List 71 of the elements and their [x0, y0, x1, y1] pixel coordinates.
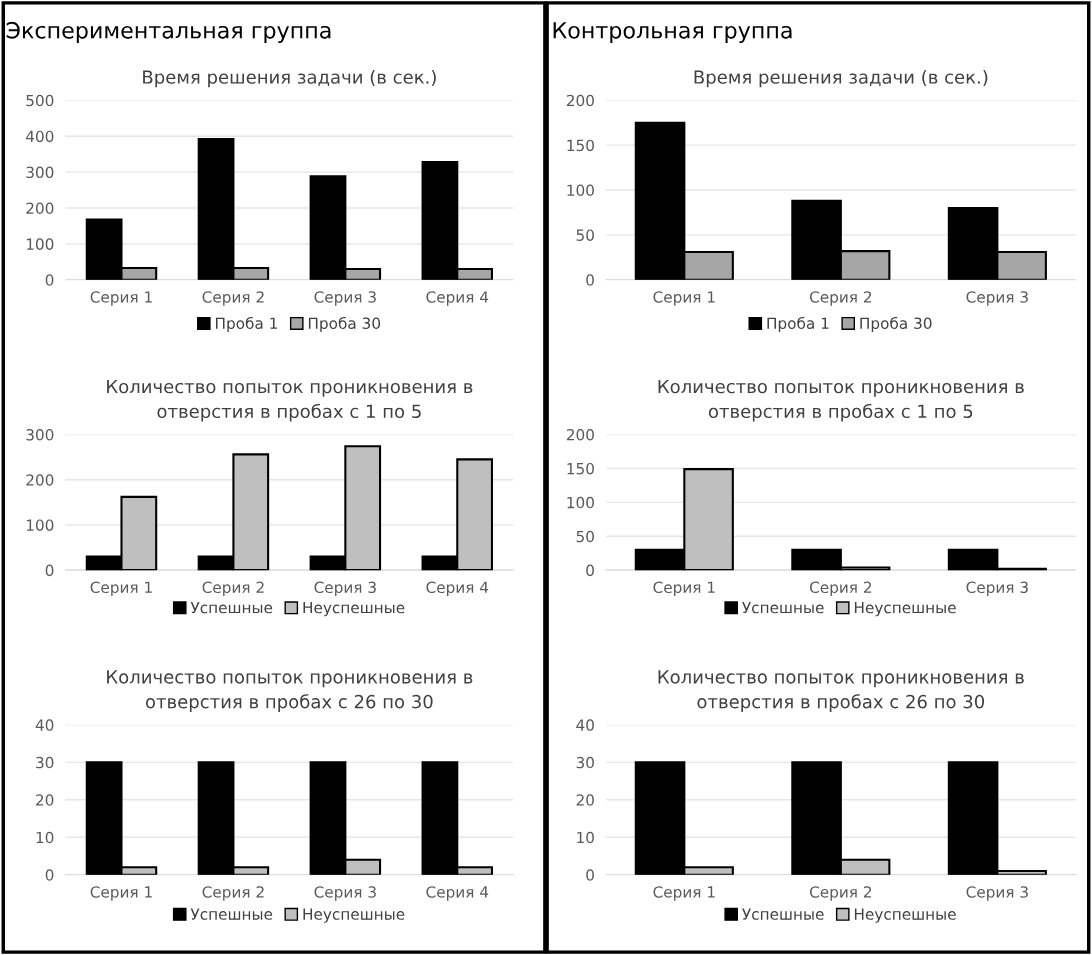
- x-tick-label: Серия 3: [966, 886, 1028, 901]
- y-tick-label: 200: [26, 474, 54, 486]
- x-tick-label: Серия 1: [90, 291, 152, 306]
- y-tick-label: 300: [26, 428, 54, 441]
- x-tick-label: Серия 4: [426, 291, 489, 306]
- x-tick-label: Серия 2: [809, 291, 872, 306]
- y-tick-label: 200: [26, 202, 54, 215]
- y-tick-label: 100: [26, 238, 54, 250]
- legend-label: Проба 30: [308, 316, 381, 332]
- x-tick-label: Серия 1: [653, 291, 715, 306]
- y-tick-label: 400: [25, 130, 54, 143]
- x-tick-label: Серия 3: [314, 291, 376, 306]
- y-tick-label: 0: [45, 564, 54, 577]
- legend-label: Неуспешные: [303, 601, 405, 617]
- x-tick-label: Серия 2: [809, 886, 872, 901]
- chart-title: Время решения задачи (в сек.): [694, 69, 988, 88]
- legend-label: Проба 1: [767, 316, 829, 332]
- y-tick-label: 40: [35, 719, 54, 731]
- y-tick-label: 100: [26, 519, 54, 531]
- legend-label: Неуспешные: [303, 908, 405, 923]
- y-tick-label: 200: [566, 428, 594, 441]
- legend-label: Неуспешные: [854, 908, 956, 923]
- x-tick-label: Серия 1: [90, 886, 152, 901]
- x-tick-label: Серия 3: [966, 291, 1028, 306]
- y-tick-label: 0: [586, 274, 594, 286]
- x-tick-label: Серия 2: [809, 581, 872, 597]
- legend-label: Успешные: [190, 908, 273, 920]
- x-tick-label: Серия 3: [314, 886, 376, 901]
- y-tick-label: 200: [566, 94, 594, 107]
- y-tick-label: 20: [576, 794, 594, 806]
- y-tick-label: 30: [36, 756, 54, 769]
- legend-label: Успешные: [190, 601, 273, 614]
- y-tick-label: 50: [576, 229, 594, 241]
- y-tick-label: 30: [576, 756, 594, 769]
- x-tick-label: Серия 1: [653, 581, 715, 597]
- chart-title: Количество попыток проникновения в отверстия в пробах с 1 по 5: [658, 379, 1024, 422]
- x-tick-label: Серия 1: [653, 886, 715, 901]
- chart-title: Количество попыток проникновения в отверстия в пробах с 26 по 30: [107, 670, 473, 712]
- legend-label: Успешные: [742, 908, 824, 920]
- y-tick-label: 0: [45, 274, 54, 286]
- y-tick-label: 300: [26, 166, 54, 179]
- text: Экспериментальная группа: [6, 21, 331, 43]
- y-tick-label: 40: [576, 719, 594, 731]
- text: Контрольная группа: [553, 22, 792, 43]
- y-tick-label: 500: [26, 94, 54, 107]
- x-tick-label: Серия 1: [90, 581, 152, 597]
- x-tick-label: Серия 2: [202, 581, 264, 597]
- y-tick-label: 0: [586, 564, 594, 577]
- chart-title: Количество попыток проникновения в отверстия в пробах с 26 по 30: [658, 670, 1024, 712]
- y-tick-label: 100: [567, 496, 594, 509]
- x-tick-label: Серия 4: [426, 581, 489, 597]
- x-tick-label: Серия 3: [314, 581, 376, 597]
- x-tick-label: Серия 4: [426, 886, 489, 901]
- legend-label: Проба 30: [860, 316, 932, 332]
- x-tick-label: Серия 2: [202, 886, 264, 901]
- legend-label: Успешные: [742, 601, 824, 614]
- legend-label: Неуспешные: [854, 601, 956, 617]
- y-tick-label: 0: [586, 869, 594, 881]
- chart-title: Время решения задачи (в сек.): [143, 69, 436, 88]
- chart-title: Количество попыток проникновения в отверстия в пробах с 1 по 5: [107, 379, 473, 422]
- y-tick-label: 50: [576, 530, 594, 543]
- x-tick-label: Серия 3: [966, 581, 1028, 597]
- y-tick-label: 150: [567, 462, 594, 475]
- y-tick-label: 0: [45, 869, 54, 881]
- y-tick-label: 20: [36, 794, 54, 806]
- legend-label: Проба 1: [216, 316, 277, 332]
- y-tick-label: 100: [567, 184, 594, 197]
- y-tick-label: 10: [577, 831, 594, 844]
- y-tick-label: 10: [36, 831, 54, 844]
- y-tick-label: 150: [567, 139, 594, 152]
- x-tick-label: Серия 2: [202, 291, 264, 306]
